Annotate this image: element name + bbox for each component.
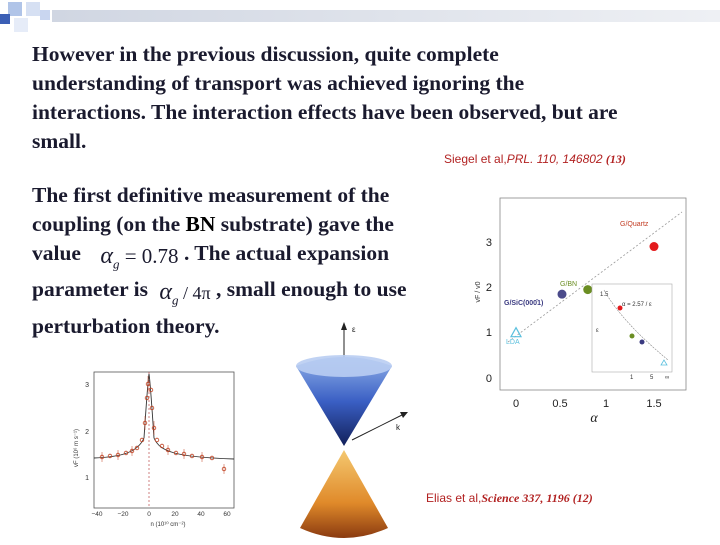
- left-xtick: −40: [91, 511, 102, 518]
- inset-axis-label: ε: [596, 328, 599, 334]
- left-ytick-1: 1: [85, 475, 89, 482]
- label-quartz: G/Quartz: [620, 221, 649, 228]
- label-bn: G/BN: [560, 281, 577, 288]
- intro-paragraph: However in the previous discussion, quit…: [32, 40, 712, 156]
- inset-plot: 1.5 α = 2.57 / ε 1 5 ∞ ε: [591, 283, 673, 381]
- data-point-2: [583, 285, 593, 295]
- right-xtick: 0.5: [552, 398, 567, 410]
- left-xlabel: n (10¹⁰ cm⁻²): [151, 521, 186, 528]
- trend-line: [507, 211, 683, 343]
- label-lda: LDA: [506, 339, 520, 346]
- left-xtick: 20: [171, 511, 179, 518]
- left-ylabel: vF (10⁶ m s⁻¹): [73, 429, 80, 467]
- measurement-line-5: perturbation theory.: [32, 313, 220, 338]
- right-xtick: 0: [513, 398, 519, 410]
- inset-xtick: 5: [650, 375, 654, 381]
- scatter-points: [509, 242, 659, 338]
- momentum-axis: [351, 413, 405, 441]
- corner-decoration: [0, 0, 80, 40]
- intro-line-4: small.: [32, 129, 87, 153]
- left-xtick: −20: [117, 511, 128, 518]
- left-xtick: 60: [223, 511, 231, 518]
- data-point-3: [557, 289, 567, 299]
- right-xtick: 1: [603, 398, 609, 410]
- citation-siegel: Siegel et al,PRL. 110, 146802 (13): [444, 152, 626, 166]
- inset-xtick: 1: [630, 375, 634, 381]
- label-sic: G/SiC(000̄1): [504, 299, 543, 307]
- measurement-line-1: The first definitive measurement of the: [32, 183, 390, 207]
- coupling-equation: αg = 0.78: [100, 243, 179, 272]
- data-point-4: [509, 326, 523, 338]
- upper-cone: [296, 357, 392, 446]
- right-xlabel: α: [590, 411, 598, 424]
- citation-elias: Elias et al,Science 337, 1196 (12): [426, 491, 593, 505]
- right-ytick: 2: [486, 282, 492, 294]
- top-gradient-bar: [52, 10, 720, 22]
- intro-line-2: understanding of transport was achieved …: [32, 71, 525, 95]
- momentum-axis-label: k: [396, 423, 401, 432]
- right-ytick: 0: [486, 373, 492, 385]
- energy-axis-label: ε: [352, 325, 356, 334]
- intro-line-1: However in the previous discussion, quit…: [32, 42, 499, 66]
- velocity-density-plot: 3 2 1 vF (10⁶ m s⁻¹) −40 −20 0 20 40 60 …: [72, 368, 240, 530]
- left-xtick: 0: [147, 511, 151, 518]
- left-ytick-2: 2: [85, 429, 89, 436]
- inset-ytick: 1.5: [600, 292, 609, 298]
- measurement-paragraph: The first definitive measurement of the …: [32, 183, 407, 338]
- expansion-parameter: αg / 4π: [159, 279, 211, 308]
- inset-equation: α = 2.57 / ε: [622, 302, 652, 308]
- lower-cone: [300, 450, 388, 538]
- right-ylabel: vF / v0: [475, 281, 482, 302]
- left-xtick: 40: [197, 511, 205, 518]
- right-ytick: 3: [486, 237, 492, 249]
- right-xtick: 1.5: [646, 398, 661, 410]
- right-ytick: 1: [486, 327, 492, 339]
- data-point-1: [649, 242, 659, 252]
- dirac-cone-figure: ε k: [292, 318, 420, 540]
- inset-xtick: ∞: [665, 375, 669, 381]
- error-bars: [101, 376, 225, 474]
- intro-line-3: interactions. The interaction effects ha…: [32, 100, 618, 124]
- left-ytick-3: 3: [85, 382, 89, 389]
- velocity-alpha-plot: 3 2 1 0 0 0.5 1 1.5 α vF / v0 G/Quartz G…: [472, 192, 690, 426]
- bn-highlight: BN: [185, 212, 216, 236]
